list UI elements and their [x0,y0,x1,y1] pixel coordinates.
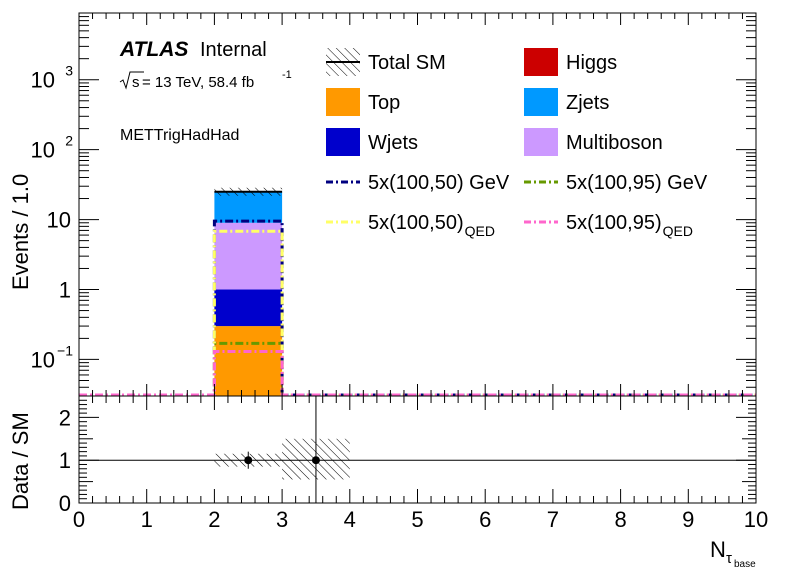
y-tick-label-exp: 2 [65,133,73,149]
y-tick-label-exp: −1 [57,342,73,358]
legend-swatch [524,128,558,156]
y-tick-label-base: 10 [31,68,55,93]
region-label: METTrigHadHad [120,127,239,144]
legend-label-sub: QED [465,223,495,239]
stack-bar-top [214,326,283,396]
energy-text: = 13 TeV, 58.4 fb [142,74,254,91]
ratio-plot-frame [78,395,757,504]
legend-label: Zjets [566,92,609,114]
signal-0-line [79,219,756,397]
legend-label-sub: QED [663,223,693,239]
x-tick-label: 8 [614,507,626,532]
ratio-ticks: 0 1 2 3 4 5 6 7 8 9 10 0 1 2 [59,395,768,532]
legend-label: Higgs [566,52,617,74]
x-tick-label: 10 [744,507,768,532]
main-y-axis-label: Events / 1.0 [8,174,33,290]
x-tick-label: 6 [479,507,491,532]
y-tick-label: 10 3 [31,63,74,93]
x-tick-label: 9 [682,507,694,532]
signal-3-line [79,349,756,397]
legend-label: Total SM [368,52,446,74]
ratio-y-tick-label: 1 [59,448,71,473]
y-tick-label: 10 [47,208,71,233]
y-tick-label-base: 10 [47,208,71,233]
legend-entry: 5x(100,95) GeV [524,172,708,194]
legend-label: Multiboson [566,132,663,154]
legend-entry: 5x(100,50) GeV [326,172,510,194]
legend-entry: 5x(100,50) QED [326,212,495,239]
ratio-point [244,456,253,465]
ratio-panel: 0 1 2 3 4 5 6 7 8 9 10 0 1 2 Data / SM N τ base [8,395,768,570]
atlas-label: ATLAS [119,38,188,61]
lumi-exponent: -1 [282,69,292,81]
energy-lumi-label: s = 13 TeV, 58.4 fb -1 [119,69,292,91]
legend-label: 5x(100,50) [368,212,464,234]
x-tick-label: 4 [344,507,356,532]
legend-swatch [524,88,558,116]
legend-swatch [326,88,360,116]
y-tick-label-base: 10 [31,347,55,372]
x-axis-label-subsub: base [734,559,756,570]
y-tick-label-base: 10 [31,138,55,163]
stack-bars [214,187,283,396]
ratio-y-tick-label: 2 [59,405,71,430]
main-x-ticks [78,13,757,396]
x-tick-label: 7 [547,507,559,532]
x-axis-label-main: N [710,537,726,562]
x-axis-label-sub: τ [726,550,732,567]
atlas-status: Internal [200,39,267,61]
x-axis-label: N τ base [710,537,756,570]
x-tick-label: 3 [276,507,288,532]
ratio-y-axis-label: Data / SM [8,412,33,510]
y-tick-label-exp: 3 [65,63,73,79]
legend-entry: Zjets [524,88,609,116]
y-tick-label: 10 −1 [31,342,74,372]
legend-label: 5x(100,95) [566,212,662,234]
legend-label: 5x(100,95) GeV [566,172,708,194]
legend-entry: Top [326,88,400,116]
y-tick-label: 10 2 [31,133,74,163]
sqrt-symbol [119,71,144,90]
signal-2-line [79,229,756,397]
legend-swatch [524,48,558,76]
y-tick-label-base: 1 [59,278,71,303]
legend-entry: Total SM [326,48,446,76]
legend-label: Top [368,92,400,114]
legend: Total SM Higgs Top Zjets Wjets Multiboson 5x(1… [326,48,708,239]
stack-bar-multiboson [214,222,283,290]
legend-entry: Multiboson [524,128,663,156]
ratio-content [79,396,756,503]
stack-bar-zjets [214,191,283,223]
legend-label: Wjets [368,132,418,154]
legend-entry: 5x(100,95) QED [524,212,693,239]
legend-swatch [326,128,360,156]
legend-entry: Higgs [524,48,617,76]
x-tick-label: 5 [411,507,423,532]
x-tick-label: 2 [208,507,220,532]
y-tick-label: 1 [59,278,71,303]
x-tick-label: 0 [73,507,85,532]
x-tick-label: 1 [141,507,153,532]
legend-label: 5x(100,50) GeV [368,172,510,194]
signal-lines [79,219,756,397]
ratio-point [311,456,320,465]
energy-prefix: s [132,74,140,91]
legend-entry: Wjets [326,128,418,156]
ratio-y-tick-label: 0 [59,491,71,516]
stack-bar-wjets [214,289,283,327]
